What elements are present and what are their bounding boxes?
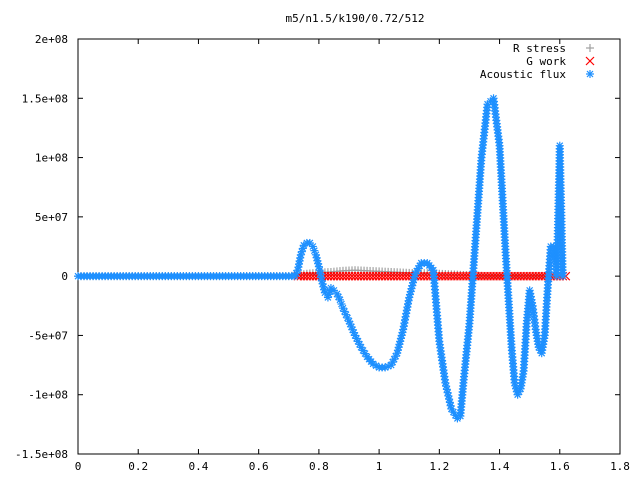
series-layer: [74, 94, 571, 423]
y-axis: -1.5e+08 -1e+08 -5e+07 0 5e+07 1e+08 1.5e+08 2e…: [15, 33, 620, 461]
plot-frame: [77, 38, 621, 455]
y-tick-label: 1e+08: [35, 152, 68, 165]
legend-marker: [585, 56, 595, 66]
y-tick-label: -1.5e+08: [15, 448, 68, 461]
x-tick-label: 1.4: [490, 460, 510, 473]
y-tick-label: -5e+07: [28, 329, 68, 342]
x-tick-label: 1: [376, 460, 383, 473]
x-tick-label: 0.8: [309, 460, 329, 473]
x-tick-label: 0: [75, 460, 82, 473]
y-tick-label: 1.5e+08: [22, 92, 68, 105]
x-tick-label: 0.6: [249, 460, 269, 473]
x-tick-label: 1.6: [550, 460, 570, 473]
x-tick-label: 1.8: [610, 460, 630, 473]
x-tick-label: 0.4: [189, 460, 209, 473]
x-tick-label: 1.2: [429, 460, 449, 473]
legend-label: Acoustic flux: [480, 68, 566, 81]
legend-marker: [586, 44, 594, 52]
plot-border: [77, 38, 621, 455]
y-tick-label: 5e+07: [35, 211, 68, 224]
x-axis: 0 0.2 0.4 0.6 0.8 1 1.2 1.4 1.6 1.8: [75, 39, 630, 473]
interp-point: [292, 269, 301, 278]
legend-label: G work: [526, 55, 566, 68]
chart-title: m5/n1.5/k190/0.72/512: [285, 12, 424, 25]
interp-point: [400, 319, 409, 328]
data-point: [293, 266, 302, 275]
y-tick-label: 0: [61, 270, 68, 283]
legend-marker: [586, 70, 594, 78]
y-tick-label: 2e+08: [35, 33, 68, 46]
x-tick-label: 0.2: [128, 460, 148, 473]
legend-label: R stress: [513, 42, 566, 55]
series-acoustic-flux: [74, 94, 567, 423]
y-tick-label: -1e+08: [28, 389, 68, 402]
data-point: [558, 272, 567, 281]
